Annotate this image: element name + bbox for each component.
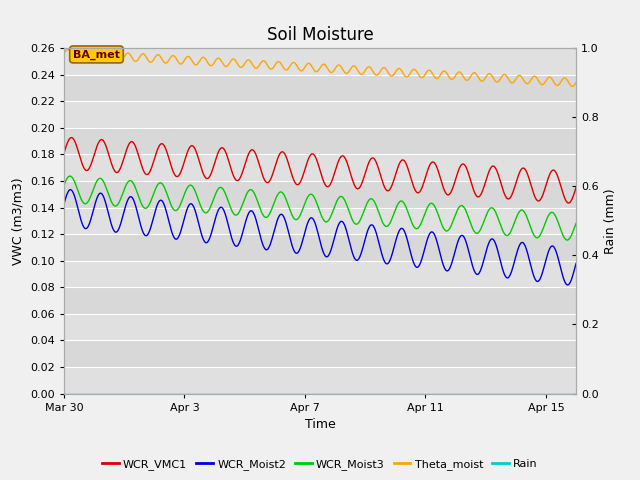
Bar — [64, 261, 576, 287]
WCR_VMC1 — [412, 189, 420, 194]
WCR_Moist3 — [113, 203, 120, 208]
Rain — [60, 391, 68, 396]
Rain — [412, 391, 419, 396]
WCR_Moist2 — [460, 234, 468, 240]
Rain — [285, 391, 293, 396]
WCR_Moist2 — [113, 229, 120, 235]
WCR_Moist2 — [268, 238, 275, 243]
Bar — [64, 101, 576, 128]
WCR_Moist3 — [460, 204, 468, 210]
Rain — [113, 391, 120, 396]
Theta_moist — [568, 84, 576, 89]
WCR_Moist3 — [60, 182, 68, 188]
Line: Theta_moist: Theta_moist — [64, 49, 576, 86]
WCR_VMC1 — [268, 174, 275, 180]
Line: WCR_VMC1: WCR_VMC1 — [64, 138, 576, 203]
WCR_VMC1 — [286, 166, 294, 171]
Text: BA_met: BA_met — [73, 49, 120, 60]
WCR_Moist2 — [67, 187, 74, 192]
WCR_Moist3 — [67, 173, 74, 179]
WCR_VMC1 — [572, 185, 580, 191]
WCR_Moist2 — [564, 282, 572, 288]
Bar — [64, 181, 576, 207]
Theta_moist — [572, 80, 580, 85]
WCR_VMC1 — [460, 161, 468, 167]
WCR_Moist3 — [572, 221, 580, 227]
WCR_Moist3 — [563, 237, 571, 243]
Bar — [64, 340, 576, 367]
Theta_moist — [412, 68, 420, 73]
WCR_VMC1 — [469, 185, 477, 191]
Theta_moist — [286, 63, 294, 69]
Line: WCR_Moist2: WCR_Moist2 — [64, 190, 576, 285]
Theta_moist — [64, 47, 72, 52]
Y-axis label: Rain (mm): Rain (mm) — [604, 188, 617, 253]
WCR_VMC1 — [60, 150, 68, 156]
WCR_VMC1 — [113, 169, 120, 175]
WCR_Moist2 — [286, 235, 294, 241]
Bar — [64, 287, 576, 314]
Theta_moist — [60, 50, 68, 56]
Bar — [64, 128, 576, 155]
WCR_Moist3 — [286, 207, 294, 213]
X-axis label: Time: Time — [305, 418, 335, 431]
Bar — [64, 367, 576, 394]
WCR_Moist3 — [469, 227, 477, 232]
WCR_Moist3 — [268, 206, 275, 212]
Bar — [64, 234, 576, 261]
Bar — [64, 48, 576, 74]
Bar — [64, 207, 576, 234]
Title: Soil Moisture: Soil Moisture — [267, 25, 373, 44]
Y-axis label: VWC (m3/m3): VWC (m3/m3) — [12, 177, 24, 264]
Theta_moist — [113, 54, 120, 60]
Line: WCR_Moist3: WCR_Moist3 — [64, 176, 576, 240]
WCR_Moist2 — [412, 264, 420, 270]
Bar — [64, 74, 576, 101]
Theta_moist — [469, 71, 477, 76]
WCR_Moist2 — [469, 264, 477, 270]
WCR_Moist2 — [60, 201, 68, 207]
Bar — [64, 314, 576, 340]
WCR_Moist3 — [412, 226, 420, 231]
WCR_VMC1 — [68, 135, 76, 141]
Rain — [572, 391, 580, 396]
Rain — [468, 391, 476, 396]
Theta_moist — [460, 74, 468, 80]
Rain — [268, 391, 275, 396]
Theta_moist — [268, 66, 275, 72]
Bar — [64, 155, 576, 181]
WCR_Moist2 — [572, 261, 580, 266]
WCR_VMC1 — [564, 200, 572, 206]
Rain — [460, 391, 467, 396]
Legend: WCR_VMC1, WCR_Moist2, WCR_Moist3, Theta_moist, Rain: WCR_VMC1, WCR_Moist2, WCR_Moist3, Theta_… — [97, 455, 543, 474]
